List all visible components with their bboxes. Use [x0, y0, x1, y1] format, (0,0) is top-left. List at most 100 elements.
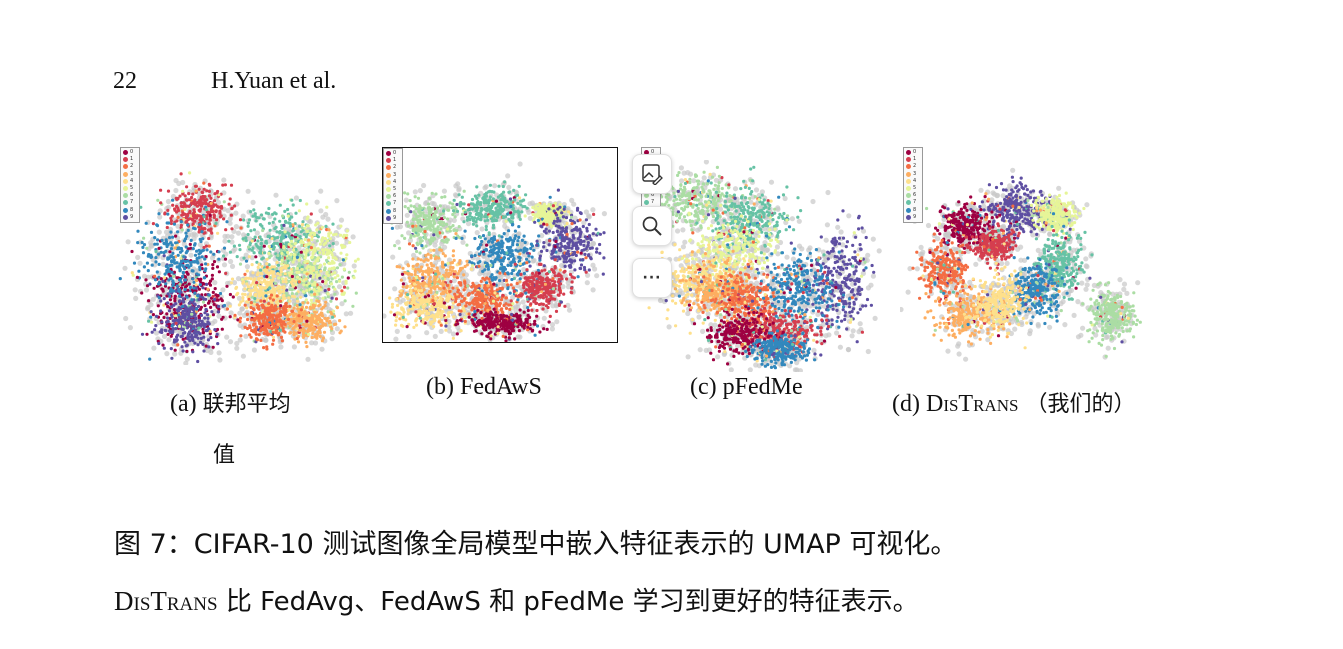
legend-swatch: [906, 150, 911, 156]
legend-item: 9: [906, 214, 922, 221]
legend-swatch: [386, 201, 391, 207]
legend-swatch: [386, 179, 391, 185]
legend-swatch: [386, 187, 391, 193]
legend-item: 1: [123, 156, 139, 163]
legend-swatch: [644, 193, 649, 199]
legend-swatch: [906, 200, 911, 206]
legend-swatch: [906, 164, 911, 170]
legend-item: 7: [123, 199, 139, 206]
legend-item: 4: [906, 178, 922, 185]
legend-item: 2: [123, 163, 139, 170]
legend-label: 0: [913, 149, 917, 156]
legend-swatch: [644, 150, 649, 156]
legend-swatch: [906, 214, 911, 220]
caption-a-line2: 值: [213, 443, 236, 468]
legend-item: 4: [123, 178, 139, 185]
legend-swatch: [123, 157, 128, 163]
caption-d-suffix: （我们的）: [1018, 392, 1136, 417]
legend-item: 0: [644, 149, 660, 156]
legend-label: 7: [913, 199, 917, 206]
legend-swatch: [123, 164, 128, 170]
edit-image-icon: [642, 164, 663, 185]
legend-item: 0: [386, 150, 402, 157]
scatter-points: [642, 165, 876, 370]
legend-label: 7: [393, 200, 397, 207]
legend-item: 2: [906, 163, 922, 170]
scatter-points: [388, 180, 606, 342]
legend-item: 1: [386, 157, 402, 164]
umap-plot-a: [118, 170, 363, 365]
page-header: 22 H.Yuan et al.: [113, 68, 336, 95]
legend-item: 6: [386, 193, 402, 200]
caption-a-prefix: (a): [170, 391, 203, 417]
scatter-cloud: [383, 161, 607, 342]
figure-caption-method: DisTrans: [114, 586, 218, 616]
legend-label: 4: [913, 177, 917, 184]
legend-swatch: [386, 151, 391, 157]
legend-label: 2: [130, 163, 134, 170]
legend-label: 9: [913, 213, 917, 220]
legend-swatch: [386, 194, 391, 200]
legend-item: 6: [123, 192, 139, 199]
zoom-button[interactable]: [632, 206, 672, 246]
edit-image-button[interactable]: [632, 154, 672, 194]
caption-d: (d) DisTrans （我们的）: [892, 386, 1135, 418]
scatter-points: [911, 175, 1142, 358]
legend-label: 8: [130, 206, 134, 213]
figure-caption-line2: DisTrans 比 FedAvg、FedAwS 和 pFedMe 学习到更好的…: [114, 581, 919, 618]
legend-swatch: [386, 215, 391, 221]
more-icon: ···: [642, 270, 662, 286]
legend-swatch: [386, 158, 391, 164]
legend-item: 6: [906, 192, 922, 199]
legend-label: 3: [130, 170, 134, 177]
legend-item: 5: [386, 186, 402, 193]
legend-label: 6: [130, 192, 134, 199]
legend-item: 3: [123, 171, 139, 178]
caption-a-text: 联邦平均: [202, 392, 291, 417]
legend-swatch: [123, 171, 128, 177]
scatter-cloud: [118, 171, 360, 365]
legend-swatch: [906, 186, 911, 192]
legend-item: 6: [644, 192, 660, 199]
legend-item: 8: [386, 208, 402, 215]
legend-swatch: [123, 214, 128, 220]
legend-label: 6: [651, 192, 655, 199]
legend-item: 5: [123, 185, 139, 192]
legend-swatch: [123, 200, 128, 206]
caption-d-method: DisTrans: [925, 391, 1019, 417]
legend-label: 2: [393, 164, 397, 171]
legend-label: 6: [913, 192, 917, 199]
legend-swatch: [386, 172, 391, 178]
legend-label: 0: [130, 149, 134, 156]
scatter-cloud: [900, 167, 1142, 362]
legend-item: 9: [123, 214, 139, 221]
legend-item: 7: [906, 199, 922, 206]
umap-plot-b: [383, 148, 617, 342]
legend-label: 3: [393, 171, 397, 178]
legend-label: 2: [913, 163, 917, 170]
caption-c: (c) pFedMe: [690, 374, 803, 400]
legend-label: 5: [393, 186, 397, 193]
more-options-button[interactable]: ···: [632, 258, 672, 298]
figure-caption-line1: 图 7：CIFAR-10 测试图像全局模型中嵌入特征表示的 UMAP 可视化。: [114, 529, 958, 560]
umap-plot-c: [640, 160, 885, 372]
legend-item: 0: [906, 149, 922, 156]
legend-swatch: [906, 207, 911, 213]
legend-swatch: [386, 208, 391, 214]
legend-label: 5: [130, 185, 134, 192]
legend-label: 8: [913, 206, 917, 213]
umap-plot-d: [900, 165, 1145, 365]
legend-item: 7: [386, 200, 402, 207]
legend-swatch: [906, 171, 911, 177]
legend-item: 3: [386, 172, 402, 179]
legend-label: 9: [130, 213, 134, 220]
legend-item: 8: [906, 207, 922, 214]
legend-label: 3: [913, 170, 917, 177]
legend-label: 0: [651, 149, 655, 156]
legend-label: 9: [393, 214, 397, 221]
running-authors: H.Yuan et al.: [211, 68, 337, 94]
legend-item: 7: [644, 199, 660, 206]
scatter-cloud: [642, 160, 882, 372]
caption-a: (a) 联邦平均: [170, 386, 291, 418]
